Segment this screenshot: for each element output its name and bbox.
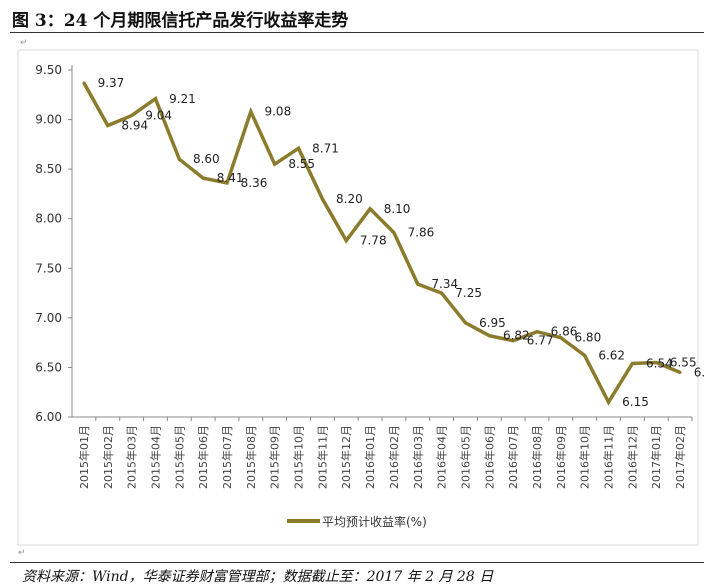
data-point [654, 360, 658, 364]
x-tick-label: 2015年07月 [220, 425, 234, 489]
data-label: 6.80 [574, 331, 601, 345]
series-line [82, 82, 681, 406]
data-label: 8.71 [312, 141, 339, 155]
data-label: 7.78 [360, 234, 387, 248]
data-point [82, 81, 86, 85]
x-tick-label: 2015年02月 [101, 425, 115, 489]
x-tick-label: 2015年10月 [292, 425, 306, 489]
x-tick-label: 2016年06月 [482, 425, 496, 489]
data-point [130, 114, 134, 118]
data-point [678, 370, 682, 374]
x-tick-label: 2016年09月 [554, 425, 568, 489]
data-point [249, 110, 253, 114]
data-label: 8.20 [336, 192, 363, 206]
x-tick-label: 2015年12月 [339, 425, 353, 489]
y-tick-label: 7.00 [35, 311, 62, 325]
x-tick-label: 2017年02月 [673, 425, 687, 489]
x-tick-label: 2015年01月 [77, 425, 91, 489]
line-chart: 6.00 6.50 7.00 7.50 8.00 8.50 9.00 9.50 2015年01月… [17, 49, 704, 546]
x-tick-label: 2016年10月 [578, 425, 592, 489]
data-point [392, 231, 396, 235]
data-label: 6.54 [646, 356, 673, 370]
data-point [630, 361, 634, 365]
paragraph-mark-icon: ↵ [18, 548, 26, 558]
title-divider [10, 32, 704, 33]
y-tick-label: 6.00 [35, 410, 62, 424]
data-label: 9.37 [98, 76, 125, 90]
data-point [559, 336, 563, 340]
data-label: 8.36 [241, 176, 268, 190]
data-label: 6.77 [527, 334, 554, 348]
paragraph-mark-icon: ↵ [20, 38, 28, 48]
x-tick-label: 2016年11月 [602, 425, 616, 489]
x-tick-label: 2015年08月 [244, 425, 258, 489]
x-tick-label: 2016年05月 [458, 425, 472, 489]
data-label: 6.62 [598, 349, 625, 363]
data-point [511, 339, 515, 343]
data-label: 6.55 [670, 355, 697, 369]
x-tick-label: 2016年02月 [387, 425, 401, 489]
data-point [153, 97, 157, 101]
data-point [416, 282, 420, 286]
chart-frame [17, 49, 699, 546]
data-point [344, 239, 348, 243]
data-point [297, 146, 301, 150]
x-tick-label: 2016年07月 [506, 425, 520, 489]
x-tick-label: 2015年04月 [148, 425, 162, 489]
data-label: 8.10 [384, 202, 411, 216]
y-tick-label: 8.00 [35, 212, 62, 226]
x-tick-label: 2016年04月 [435, 425, 449, 489]
data-point [583, 354, 587, 358]
data-label: 6.45 [694, 365, 704, 379]
data-label: 7.25 [455, 286, 482, 300]
data-label: 8.41 [217, 171, 244, 185]
x-tick-label: 2016年01月 [363, 425, 377, 489]
data-point [535, 330, 539, 334]
data-point [177, 157, 181, 161]
legend-label: 平均预计收益率(%) [322, 514, 427, 529]
data-label: 6.86 [551, 325, 578, 339]
data-point [607, 400, 611, 404]
figure-title: 图 3：24 个月期限信托产品发行收益率走势 [12, 11, 349, 31]
data-label: 9.08 [264, 105, 291, 119]
x-tick-label: 2015年09月 [268, 425, 282, 489]
data-point [225, 181, 229, 185]
data-point [440, 291, 444, 295]
data-label: 9.21 [169, 92, 196, 106]
data-point [106, 124, 110, 128]
x-tick-label: 2017年01月 [649, 425, 663, 489]
data-label: 8.60 [193, 152, 220, 166]
data-label: 8.94 [121, 119, 148, 133]
data-label: 9.04 [145, 109, 172, 123]
y-tick-label: 9.00 [35, 113, 62, 127]
data-point [368, 207, 372, 211]
y-tick-label: 8.50 [35, 162, 62, 176]
data-point [487, 334, 491, 338]
source-note: 资料来源：Wind，华泰证券财富管理部；数据截止至：2017 年 2 月 28 … [22, 569, 494, 585]
x-tick-label: 2015年03月 [125, 425, 139, 489]
data-label: 6.15 [622, 395, 649, 409]
x-tick-label: 2015年11月 [315, 425, 329, 489]
x-tick-label: 2016年12月 [625, 425, 639, 489]
data-point [463, 321, 467, 325]
data-point [201, 176, 205, 180]
x-tick-label: 2016年03月 [411, 425, 425, 489]
data-label: 8.55 [288, 157, 315, 171]
x-tick-label: 2016年08月 [530, 425, 544, 489]
x-tick-label: 2015年06月 [196, 425, 210, 489]
x-tick-label: 2015年05月 [172, 425, 186, 489]
y-tick-label: 6.50 [35, 360, 62, 374]
y-tick-label: 9.50 [35, 63, 62, 77]
data-point [320, 197, 324, 201]
data-label: 6.82 [503, 329, 530, 343]
data-point [273, 162, 277, 166]
source-divider [10, 562, 704, 563]
data-label: 7.34 [431, 277, 458, 291]
y-tick-label: 7.50 [35, 261, 62, 275]
data-label: 7.86 [408, 226, 435, 240]
data-label: 6.95 [479, 316, 506, 330]
